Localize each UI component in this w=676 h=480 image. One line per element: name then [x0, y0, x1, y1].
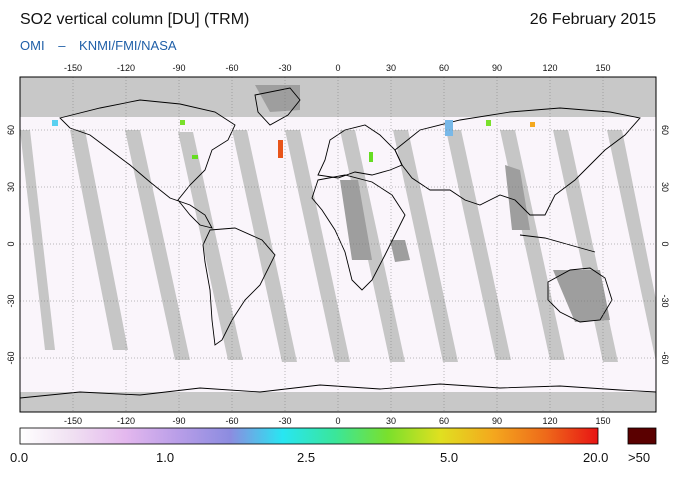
swath-gaps: [20, 130, 656, 362]
lon-tick-top: 150: [595, 63, 610, 73]
lat-labels-right: 60 30 0 -30 -60: [660, 125, 670, 365]
lon-tick-bottom: 0: [335, 416, 340, 426]
lon-tick-top: 60: [439, 63, 449, 73]
map-panel: [20, 77, 656, 412]
lat-tick-right: -30: [660, 294, 670, 307]
colorbar-label: 1.0: [156, 450, 175, 465]
map-title: SO2 vertical column [DU] (TRM): [20, 11, 250, 28]
lon-tick-bottom: 150: [595, 416, 610, 426]
antarctica-coast: [20, 383, 656, 399]
lon-tick-bottom: -120: [117, 416, 135, 426]
source-separator: –: [58, 38, 66, 53]
colorbar-overflow-swatch: [627, 427, 657, 445]
asia-coast: [394, 107, 641, 216]
lon-tick-bottom: -60: [225, 416, 238, 426]
lon-tick-bottom: 120: [542, 416, 557, 426]
hotspot-siberia: [486, 120, 491, 126]
lon-tick-top: -60: [225, 63, 238, 73]
map-frame: [19, 76, 657, 413]
lon-tick-bottom: -90: [172, 416, 185, 426]
colorbar-label-min: 0.0: [10, 450, 29, 465]
lon-labels-bottom: -150 -120 -90 -60 -30 0 30 60 90 120 150: [64, 416, 611, 426]
lon-tick-bottom: 90: [492, 416, 502, 426]
so2-hotspots: [52, 120, 535, 162]
colorbar-label: 2.5: [297, 450, 316, 465]
lon-tick-top: 0: [335, 63, 340, 73]
hotspot-arctic-west: [52, 120, 58, 126]
hotspot-north-america: [192, 155, 198, 159]
source-instrument: OMI: [20, 38, 45, 53]
coastlines: [20, 87, 656, 399]
north-america-coast: [59, 99, 236, 229]
hotspot-iceland-region: [278, 140, 283, 158]
lat-tick-right: 0: [660, 241, 670, 246]
hotspot-europe: [369, 152, 373, 162]
colorbar-label: 20.0: [583, 450, 609, 465]
lon-tick-bottom: -30: [278, 416, 291, 426]
lon-labels-top: -150 -120 -90 -60 -30 0 30 60 90 120 150: [64, 63, 611, 73]
lat-tick-left: -60: [6, 351, 16, 364]
lat-tick-left: 30: [6, 182, 16, 192]
africa-coast: [311, 174, 406, 291]
colorbar-label: 5.0: [440, 450, 459, 465]
lon-tick-top: -120: [117, 63, 135, 73]
hotspot-far-east: [530, 122, 535, 127]
lon-tick-top: 30: [386, 63, 396, 73]
lon-tick-top: -30: [278, 63, 291, 73]
lat-tick-left: 0: [6, 241, 16, 246]
indonesia-coast: [519, 234, 596, 253]
australia-coast: [547, 267, 613, 323]
graticule: [20, 77, 656, 412]
lat-tick-right: -60: [660, 351, 670, 364]
south-america-coast: [202, 227, 276, 346]
lat-tick-left: 60: [6, 125, 16, 135]
lon-tick-top: -150: [64, 63, 82, 73]
source-agencies: KNMI/FMI/NASA: [79, 38, 177, 53]
land-in-gaps: [255, 85, 610, 322]
colorbar-label-overflow: >50: [628, 450, 651, 465]
hotspot-arctic-east: [445, 120, 453, 136]
lon-tick-top: 120: [542, 63, 557, 73]
lon-tick-top: 90: [492, 63, 502, 73]
lon-tick-bottom: 30: [386, 416, 396, 426]
greenland-coast: [254, 87, 301, 126]
source-credit: OMI – KNMI/FMI/NASA: [20, 38, 187, 53]
map-date: 26 February 2015: [529, 11, 656, 28]
lat-tick-right: 30: [660, 182, 670, 192]
hotspot-canada: [180, 120, 185, 125]
lat-tick-left: -30: [6, 294, 16, 307]
lon-tick-bottom: 60: [439, 416, 449, 426]
lon-tick-top: -90: [172, 63, 185, 73]
colorbar: [19, 427, 599, 445]
lat-tick-right: 60: [660, 125, 670, 135]
lat-labels-left: 60 30 0 -30 -60: [6, 125, 16, 365]
lon-tick-bottom: -150: [64, 416, 82, 426]
